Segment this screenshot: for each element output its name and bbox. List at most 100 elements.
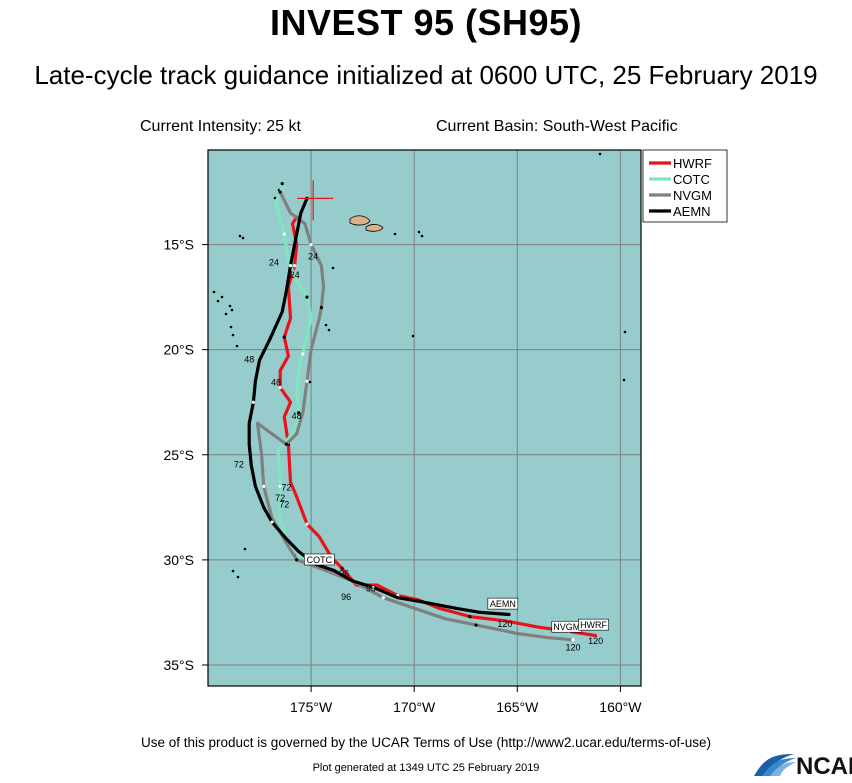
model-tag-label: HWRF <box>580 620 607 630</box>
island-dot <box>420 234 424 238</box>
legend-label-cotc: COTC <box>673 172 710 187</box>
map-grid <box>208 150 641 686</box>
terms-of-use: Use of this product is governed by the U… <box>141 735 711 750</box>
chart-subtitle: Late-cycle track guidance initialized at… <box>34 60 818 90</box>
track-point <box>319 306 324 310</box>
ncar-logo-text: NCAR <box>796 753 852 778</box>
track-point <box>474 623 478 627</box>
track-point <box>297 411 301 415</box>
hour-label: 96 <box>339 569 349 579</box>
legend-label-nvgm: NVGM <box>673 188 712 203</box>
island-group <box>212 152 627 579</box>
track-point <box>305 379 309 383</box>
hour-label: 24 <box>308 251 318 261</box>
map-frame <box>207 149 642 687</box>
island-dot <box>238 234 242 238</box>
island-samoa-savaii <box>365 224 384 232</box>
y-tick-label: 30°S <box>163 552 194 568</box>
island-dot <box>236 575 240 579</box>
track-point <box>371 585 375 589</box>
hour-label: 120 <box>497 619 512 629</box>
track-point <box>381 596 385 600</box>
track-point <box>284 442 288 446</box>
island-dot <box>327 328 331 332</box>
island-dot <box>598 152 602 156</box>
y-tick-label: 35°S <box>163 657 194 673</box>
current-intensity: Current Intensity: 25 kt <box>140 118 301 135</box>
hour-label: 48 <box>271 377 281 387</box>
island-dot <box>622 378 626 382</box>
hour-label: 72 <box>281 483 291 493</box>
hour-label: 120 <box>565 642 580 652</box>
island-dot <box>216 299 220 303</box>
island-dot <box>243 547 247 551</box>
track-point <box>293 264 297 268</box>
track-point <box>278 385 282 390</box>
track-point <box>268 337 272 341</box>
model-tag-box <box>578 618 609 631</box>
island-dot <box>411 334 415 338</box>
x-tick-label: 170°W <box>393 699 436 715</box>
track-point <box>282 335 286 339</box>
hour-label: 48 <box>292 411 302 421</box>
y-tick-label: 25°S <box>163 447 194 463</box>
hour-labels: 24 48 72 96 120 24 72 24 48 72 96 120 48 72 96 120 <box>234 251 603 652</box>
y-tick-label: 15°S <box>163 237 194 253</box>
island-dot <box>417 230 421 234</box>
model-tag-label: NVGM <box>553 622 580 632</box>
y-axis: 15°S 20°S 25°S 30°S 35°S <box>163 237 208 673</box>
island-dot <box>331 266 335 270</box>
track-point <box>453 606 458 610</box>
legend-label-aemn: AEMN <box>673 204 711 219</box>
track-cotc <box>274 182 313 562</box>
track-nvgm <box>255 190 575 642</box>
island-dot <box>235 344 239 348</box>
current-basin: Current Basin: South-West Pacific <box>436 118 678 135</box>
track-point <box>282 232 286 236</box>
island-dot <box>212 290 216 294</box>
ncar-swoosh-icon <box>754 754 796 776</box>
legend-label-hwrf: HWRF <box>673 156 712 171</box>
island-dot <box>224 312 228 316</box>
island-dot <box>231 569 235 573</box>
hour-label: 24 <box>269 258 279 268</box>
model-tags: COTC NVGM AEMN HWRF <box>304 553 609 633</box>
hour-label: 72 <box>234 459 244 469</box>
ncar-logo: NCAR <box>752 748 852 780</box>
x-axis: 175°W 170°W 165°W 160°W <box>290 686 642 715</box>
track-point <box>305 295 309 299</box>
model-tag-label: COTC <box>307 555 333 565</box>
island-dot <box>308 380 312 384</box>
island-dot <box>324 323 328 327</box>
generated-timestamp: Plot generated at 1349 UTC 25 February 2… <box>312 762 540 774</box>
island-dot <box>220 295 224 299</box>
track-point <box>305 522 309 526</box>
track-point <box>278 484 282 488</box>
track-point <box>251 400 255 404</box>
island-dot <box>228 304 232 308</box>
hour-label: 48 <box>244 354 254 364</box>
track-point <box>295 558 299 562</box>
island-dot <box>273 196 277 200</box>
track-aemn <box>247 196 511 617</box>
track-point <box>280 182 284 186</box>
model-tag-label: AEMN <box>490 599 516 609</box>
track-point <box>278 190 282 194</box>
hour-label: 24 <box>290 270 300 280</box>
x-tick-label: 175°W <box>290 699 333 715</box>
x-tick-label: 165°W <box>496 699 539 715</box>
hour-label: 96 <box>366 583 376 593</box>
island-dot <box>393 232 397 236</box>
model-tag-box <box>487 597 519 610</box>
hour-label: 96 <box>341 592 351 602</box>
track-point <box>288 264 293 268</box>
island-dot <box>229 325 233 329</box>
model-tag-box <box>304 553 335 566</box>
track-point <box>249 463 253 467</box>
track-point <box>340 566 344 570</box>
hour-label: 120 <box>588 636 603 646</box>
track-point <box>301 352 305 356</box>
y-tick-label: 20°S <box>163 342 194 358</box>
